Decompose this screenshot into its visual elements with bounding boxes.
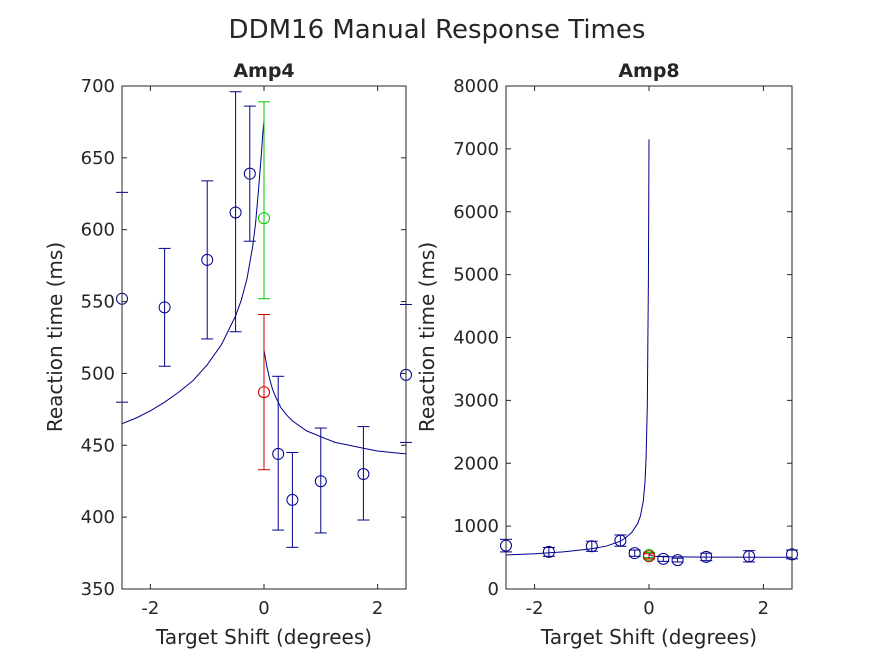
data-point xyxy=(614,534,627,547)
data-point xyxy=(158,301,171,314)
subplot-amp8: Amp8 0 1000 2000 3000 4000 5000 6000 7000 8000 -2… xyxy=(415,60,798,649)
y-axis-label: Reaction time (ms) xyxy=(415,242,439,432)
fit-curve-left xyxy=(506,139,650,556)
y-tick-label: 2000 xyxy=(453,453,499,474)
data-point xyxy=(628,547,641,560)
data-point xyxy=(643,550,655,563)
y-axis-label: Reaction time (ms) xyxy=(43,242,67,432)
data-point xyxy=(258,386,270,399)
x-tick-label: 0 xyxy=(258,598,269,619)
data-point xyxy=(272,447,285,460)
y-tick-label: 650 xyxy=(81,148,115,169)
data-point xyxy=(243,167,256,180)
y-tick-label: 350 xyxy=(81,579,115,600)
fit-curve-right xyxy=(648,553,792,558)
plot-content xyxy=(506,139,792,558)
data-point xyxy=(657,552,670,565)
y-tick-label: 0 xyxy=(488,579,499,600)
fit-curve-left xyxy=(122,120,265,425)
data-point xyxy=(229,206,242,219)
tick-layer: 350 400 450 500 550 600 650 700 -2 0 2 xyxy=(81,76,406,619)
data-point xyxy=(357,468,370,481)
y-tick-label: 4000 xyxy=(453,328,499,349)
y-tick-label: 500 xyxy=(81,363,115,384)
x-tick-label: -2 xyxy=(526,598,544,619)
x-tick-label: -2 xyxy=(141,598,159,619)
fit-curve-right xyxy=(263,350,406,455)
subplot-title: Amp8 xyxy=(618,60,679,82)
x-tick-label: 2 xyxy=(372,598,383,619)
data-point xyxy=(201,253,214,266)
y-tick-label: 6000 xyxy=(453,202,499,223)
plot-area xyxy=(116,91,412,548)
y-tick-label: 600 xyxy=(81,220,115,241)
figure-title: DDM16 Manual Response Times xyxy=(229,15,646,45)
subplot-amp4: Amp4 350 400 450 500 550 600 650 700 -2 0 2 Target… xyxy=(43,60,412,649)
data-point xyxy=(700,550,713,563)
y-tick-label: 550 xyxy=(81,292,115,313)
y-tick-label: 7000 xyxy=(453,139,499,160)
data-point xyxy=(258,212,270,225)
y-tick-label: 1000 xyxy=(453,516,499,537)
data-point xyxy=(286,493,299,506)
y-tick-label: 8000 xyxy=(453,76,499,97)
data-point xyxy=(671,554,684,567)
data-point xyxy=(314,475,327,488)
x-axis-label: Target Shift (degrees) xyxy=(155,625,372,649)
tick-layer: 0 1000 2000 3000 4000 5000 6000 7000 8000 -2 0 2 xyxy=(453,76,792,619)
x-axis-label: Target Shift (degrees) xyxy=(540,625,757,649)
y-tick-label: 700 xyxy=(81,76,115,97)
data-point xyxy=(542,545,555,558)
y-tick-label: 400 xyxy=(81,507,115,528)
plot-area xyxy=(500,139,798,567)
y-tick-label: 450 xyxy=(81,435,115,456)
data-point xyxy=(585,540,598,553)
data-point xyxy=(743,550,756,563)
x-tick-label: 0 xyxy=(643,598,654,619)
y-tick-label: 5000 xyxy=(453,265,499,286)
x-tick-label: 2 xyxy=(758,598,769,619)
y-tick-label: 3000 xyxy=(453,390,499,411)
subplot-title: Amp4 xyxy=(233,60,294,82)
